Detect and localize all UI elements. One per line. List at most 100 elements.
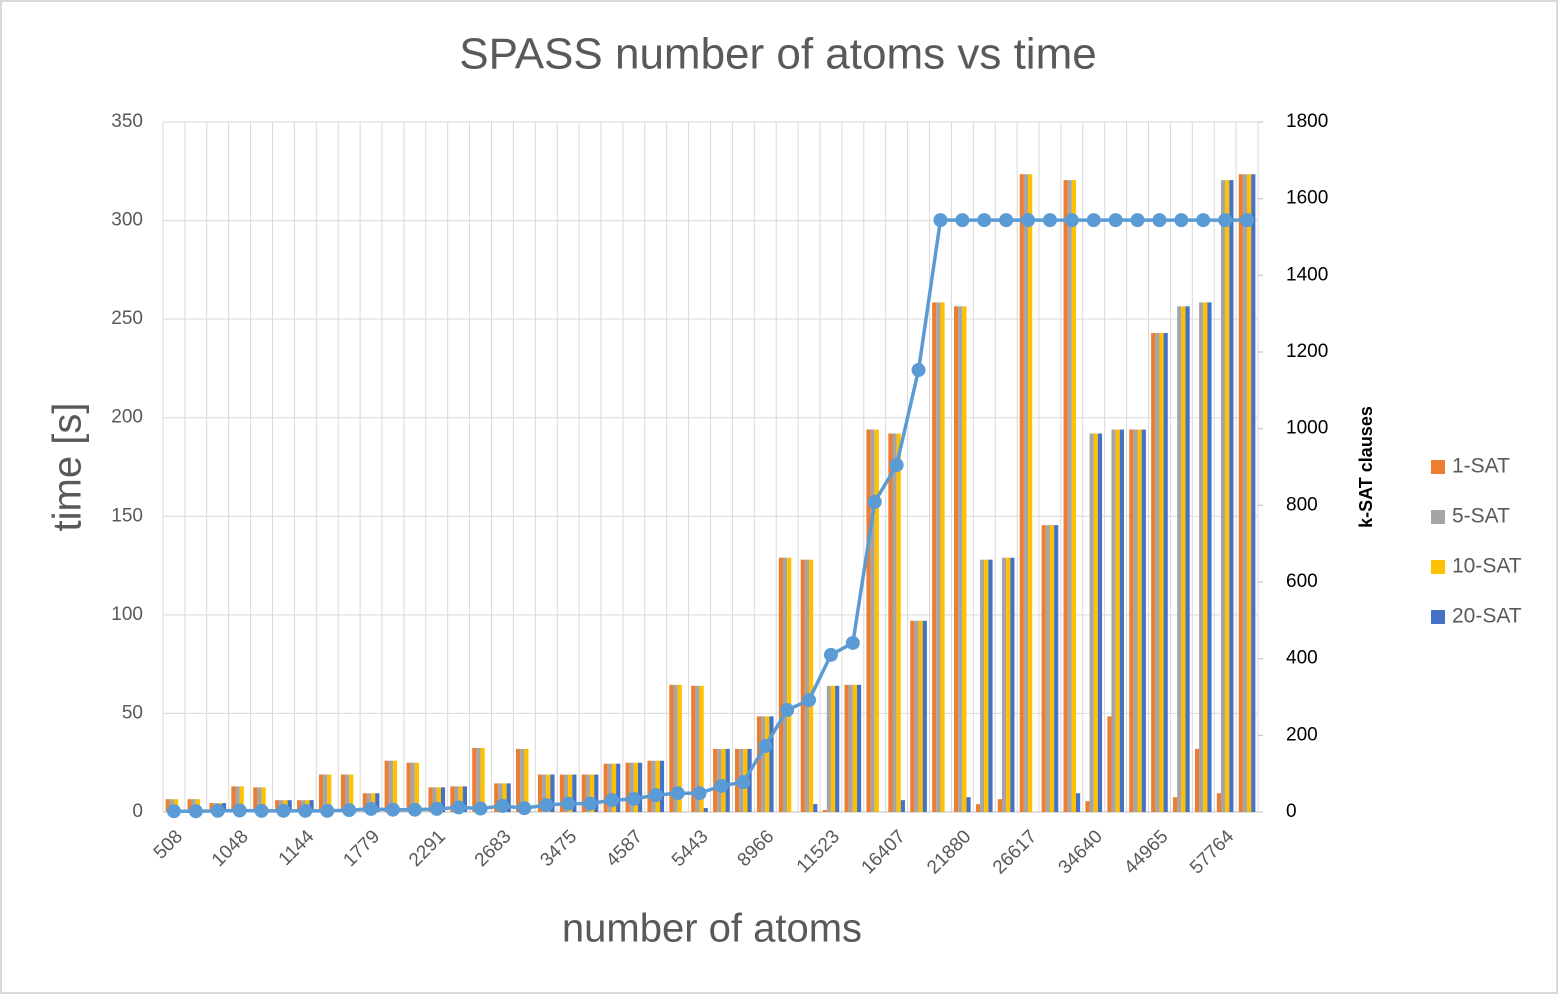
line-marker bbox=[802, 693, 817, 708]
line-marker bbox=[845, 635, 860, 650]
line-marker bbox=[342, 803, 357, 818]
bar bbox=[253, 787, 258, 812]
bar bbox=[673, 684, 678, 812]
line-marker bbox=[758, 739, 773, 754]
bar bbox=[327, 774, 332, 812]
bar bbox=[1085, 801, 1090, 812]
bar bbox=[787, 557, 792, 812]
line-marker bbox=[1196, 213, 1211, 228]
line-marker bbox=[385, 802, 400, 817]
bar bbox=[932, 302, 937, 812]
bar bbox=[209, 803, 214, 812]
legend-swatch bbox=[1431, 560, 1445, 574]
bar bbox=[590, 774, 595, 812]
bar bbox=[1119, 429, 1124, 812]
bar bbox=[235, 786, 240, 812]
bar bbox=[822, 810, 827, 812]
y-tick-label: 50 bbox=[122, 702, 143, 723]
y2-tick-label: 200 bbox=[1286, 724, 1318, 745]
line-marker bbox=[648, 788, 663, 803]
bar bbox=[1067, 180, 1072, 812]
bar bbox=[1141, 429, 1146, 812]
y-tick-label: 350 bbox=[111, 111, 143, 132]
bar bbox=[936, 302, 941, 812]
bar bbox=[1207, 302, 1212, 812]
y-tick-label: 0 bbox=[132, 801, 143, 822]
bar bbox=[480, 747, 485, 812]
bar bbox=[980, 559, 985, 812]
bar bbox=[1247, 174, 1252, 812]
bar bbox=[1173, 797, 1178, 812]
line-marker bbox=[188, 804, 203, 819]
y-tick-label: 200 bbox=[111, 407, 143, 428]
bar bbox=[603, 763, 608, 812]
bar bbox=[524, 748, 529, 812]
bar bbox=[910, 620, 915, 812]
bar bbox=[699, 685, 704, 812]
bar bbox=[1006, 557, 1011, 812]
bar bbox=[349, 774, 354, 812]
line-marker bbox=[254, 803, 269, 818]
bar bbox=[761, 716, 766, 812]
bar bbox=[830, 685, 836, 812]
bar bbox=[669, 684, 674, 812]
line-marker bbox=[999, 213, 1014, 228]
line-marker bbox=[495, 798, 510, 813]
bar bbox=[568, 774, 573, 812]
bar bbox=[1251, 174, 1256, 812]
bar bbox=[914, 620, 919, 812]
bar bbox=[625, 762, 630, 812]
line-marker bbox=[977, 213, 992, 228]
y2-tick-label: 1400 bbox=[1286, 264, 1328, 285]
line-marker bbox=[867, 494, 882, 509]
bar bbox=[611, 763, 617, 812]
line-marker bbox=[1108, 213, 1123, 228]
bar bbox=[1019, 174, 1024, 812]
bar bbox=[384, 760, 389, 812]
y-tick-label: 250 bbox=[111, 308, 143, 329]
bar bbox=[406, 762, 411, 812]
y2-tick-label: 400 bbox=[1286, 648, 1318, 669]
bar bbox=[1163, 332, 1168, 812]
bar bbox=[918, 620, 923, 812]
bar bbox=[165, 799, 170, 812]
bar bbox=[261, 787, 266, 812]
y2-tick-label: 1800 bbox=[1286, 111, 1328, 132]
legend-label: 1-SAT bbox=[1452, 455, 1510, 478]
bar bbox=[813, 804, 818, 812]
line-marker bbox=[320, 803, 335, 818]
bar bbox=[988, 559, 993, 812]
line-marker bbox=[1042, 213, 1057, 228]
line-marker bbox=[451, 800, 466, 815]
bar bbox=[231, 786, 236, 812]
bar bbox=[1220, 180, 1226, 812]
bar bbox=[703, 808, 708, 812]
bar bbox=[546, 774, 551, 812]
bar bbox=[1071, 180, 1077, 812]
y-tick-label: 300 bbox=[111, 210, 143, 231]
bar bbox=[756, 716, 762, 812]
bar bbox=[581, 774, 586, 812]
bar bbox=[958, 306, 963, 812]
line-marker bbox=[1240, 213, 1255, 228]
bar bbox=[1155, 332, 1160, 812]
bar bbox=[1049, 525, 1055, 812]
line-marker bbox=[1086, 213, 1101, 228]
y2-tick-label: 0 bbox=[1286, 801, 1297, 822]
y2-tick-label: 1000 bbox=[1286, 418, 1328, 439]
line-marker bbox=[714, 778, 729, 793]
bar bbox=[1199, 302, 1204, 812]
bar bbox=[440, 787, 446, 812]
chart-title: SPASS number of atoms vs time bbox=[459, 30, 1096, 79]
bar bbox=[616, 763, 621, 812]
bar bbox=[647, 760, 652, 812]
line-marker bbox=[232, 803, 247, 818]
bar bbox=[892, 433, 897, 812]
y2-tick-label: 1200 bbox=[1286, 341, 1328, 362]
bar bbox=[1076, 793, 1081, 812]
bar bbox=[962, 306, 967, 812]
line-marker bbox=[1021, 213, 1036, 228]
bar bbox=[462, 786, 467, 812]
bar bbox=[940, 302, 945, 812]
